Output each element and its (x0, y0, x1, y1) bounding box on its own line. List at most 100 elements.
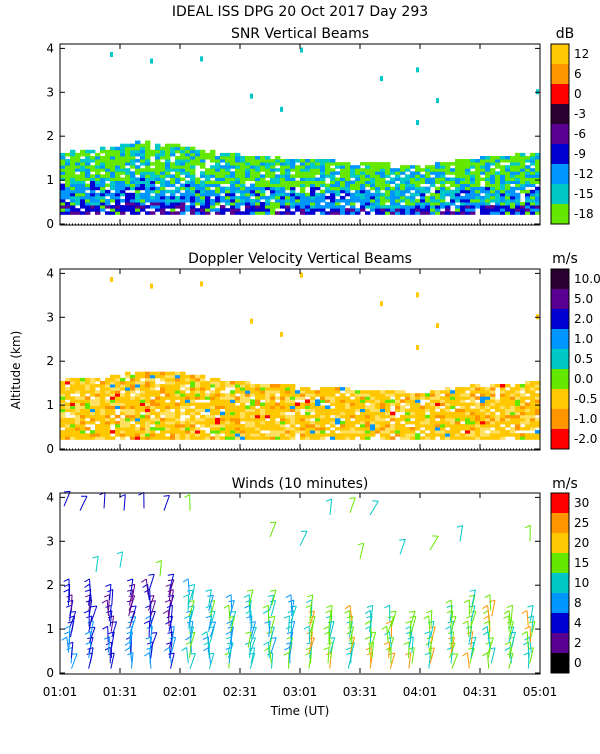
heat-cell (285, 174, 290, 178)
heat-cell (255, 168, 260, 172)
heat-cell (445, 421, 450, 425)
heat-cell (440, 409, 445, 413)
heat-cell (175, 387, 180, 391)
wind-barb-flag (470, 590, 476, 592)
heat-cell (310, 436, 315, 440)
heat-cell (260, 208, 265, 212)
heat-cell (115, 390, 120, 394)
heat-cell (100, 147, 105, 151)
heat-cell (410, 174, 415, 178)
heat-cell (325, 399, 330, 403)
heat-cell (220, 396, 225, 400)
heat-cell (375, 424, 380, 428)
heat-cell (340, 199, 345, 203)
heat-cell (85, 202, 90, 206)
heat-cell (160, 171, 165, 175)
heat-cell (250, 406, 255, 410)
heat-cell (360, 174, 365, 178)
heat-cell (160, 384, 165, 388)
heat-cell (220, 211, 225, 215)
heat-cell (465, 181, 470, 185)
heat-cell (150, 375, 155, 379)
heat-cell (170, 375, 175, 379)
heat-cell (120, 387, 125, 391)
heat-cell (190, 415, 195, 419)
heat-cell (225, 168, 230, 172)
heat-cell (165, 421, 170, 425)
heat-cell (435, 393, 440, 397)
heat-cell (230, 193, 235, 197)
wind-barb-flag (485, 595, 490, 598)
echo-spot (416, 120, 419, 125)
heat-cell (440, 202, 445, 206)
heat-cell (235, 208, 240, 212)
heat-cell (405, 421, 410, 425)
heat-cell (350, 187, 355, 191)
wind-barb (90, 579, 91, 595)
heat-cell (265, 421, 270, 425)
heat-cell (105, 390, 110, 394)
wind-barb-flag (304, 626, 309, 629)
colorbar-swatch (551, 104, 569, 125)
heat-cell (120, 430, 125, 434)
heat-cell (335, 406, 340, 410)
heat-cell (450, 418, 455, 422)
wind-barb-flag (141, 579, 146, 582)
heat-cell (345, 399, 350, 403)
heat-cell (335, 436, 340, 440)
heat-cell (80, 430, 85, 434)
y-tick-label: 3 (46, 310, 54, 324)
heat-cell (250, 168, 255, 172)
heat-cell (315, 424, 320, 428)
wind-barb (120, 552, 123, 568)
heat-cell (170, 436, 175, 440)
heat-cell (75, 196, 80, 200)
heat-cell (215, 202, 220, 206)
heat-cell (385, 436, 390, 440)
heat-cell (225, 427, 230, 431)
heat-cell (305, 399, 310, 403)
heat-cell (80, 196, 85, 200)
heat-cell (515, 208, 520, 212)
heat-cell (360, 390, 365, 394)
heat-cell (470, 178, 475, 182)
heat-cell (90, 381, 95, 385)
y-tick-label: 4 (46, 490, 54, 504)
heat-cell (235, 430, 240, 434)
heat-cell (220, 196, 225, 200)
heat-cell (110, 156, 115, 160)
wind-barb-flag (525, 626, 530, 629)
wind-barb-flag (425, 653, 431, 655)
heat-cell (245, 199, 250, 203)
heat-cell (85, 399, 90, 403)
heat-cell (495, 156, 500, 160)
heat-cell (500, 384, 505, 388)
heat-cell (80, 396, 85, 400)
heat-cell (415, 396, 420, 400)
heat-cell (80, 178, 85, 182)
wind-barb (90, 648, 93, 664)
wind-barb (410, 611, 415, 626)
heat-cell (95, 187, 100, 191)
heat-cell (225, 393, 230, 397)
heat-cell (385, 412, 390, 416)
colorbar-swatch (551, 553, 569, 574)
heat-cell (235, 387, 240, 391)
heat-cell (130, 375, 135, 379)
wind-barb-flag (448, 621, 454, 623)
wind-barb (187, 647, 189, 663)
heat-cell (285, 399, 290, 403)
heat-cell (110, 193, 115, 197)
heat-cell (235, 153, 240, 157)
heat-cell (225, 409, 230, 413)
heat-cell (80, 399, 85, 403)
heat-cell (160, 156, 165, 160)
heat-cell (500, 178, 505, 182)
heat-cell (80, 378, 85, 382)
heat-cell (365, 196, 370, 200)
heat-cell (325, 409, 330, 413)
heat-cell (185, 381, 190, 385)
heat-cell (110, 409, 115, 413)
heat-cell (485, 199, 490, 203)
heat-cell (355, 421, 360, 425)
